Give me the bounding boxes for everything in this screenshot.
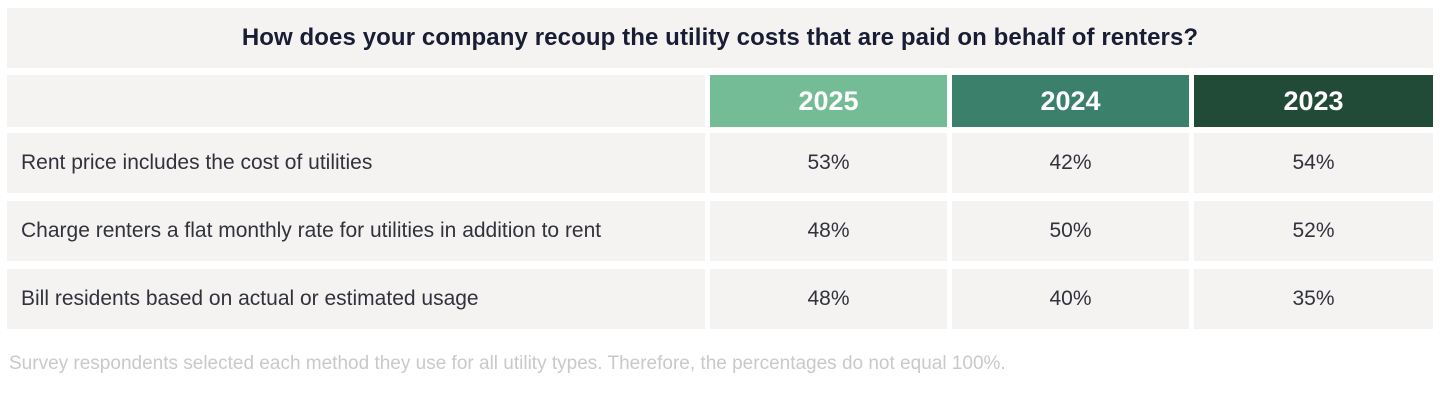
chart-title: How does your company recoup the utility…: [241, 24, 1199, 51]
value-2023: 35%: [1194, 269, 1433, 329]
table-row: Charge renters a flat monthly rate for u…: [7, 201, 1433, 261]
footnote: Survey respondents selected each method …: [9, 353, 1006, 374]
table-row: Bill residents based on actual or estima…: [7, 269, 1433, 329]
column-header-2024: 2024: [952, 75, 1189, 127]
column-header-2023: 2023: [1194, 75, 1433, 127]
value-2023: 52%: [1194, 201, 1433, 261]
value-2025: 53%: [710, 133, 947, 193]
row-label: Bill residents based on actual or estima…: [7, 269, 705, 329]
header-spacer-cell: [7, 75, 705, 127]
row-label: Rent price includes the cost of utilitie…: [7, 133, 705, 193]
value-2025: 48%: [710, 269, 947, 329]
value-2024: 50%: [952, 201, 1189, 261]
value-2024: 42%: [952, 133, 1189, 193]
chart-title-band: How does your company recoup the utility…: [7, 8, 1433, 68]
row-label: Charge renters a flat monthly rate for u…: [7, 201, 705, 261]
value-2023: 54%: [1194, 133, 1433, 193]
value-2024: 40%: [952, 269, 1189, 329]
column-header-2025: 2025: [710, 75, 947, 127]
table-header-row: 2025 2024 2023: [7, 75, 1433, 127]
table-row: Rent price includes the cost of utilitie…: [7, 133, 1433, 193]
value-2025: 48%: [710, 201, 947, 261]
